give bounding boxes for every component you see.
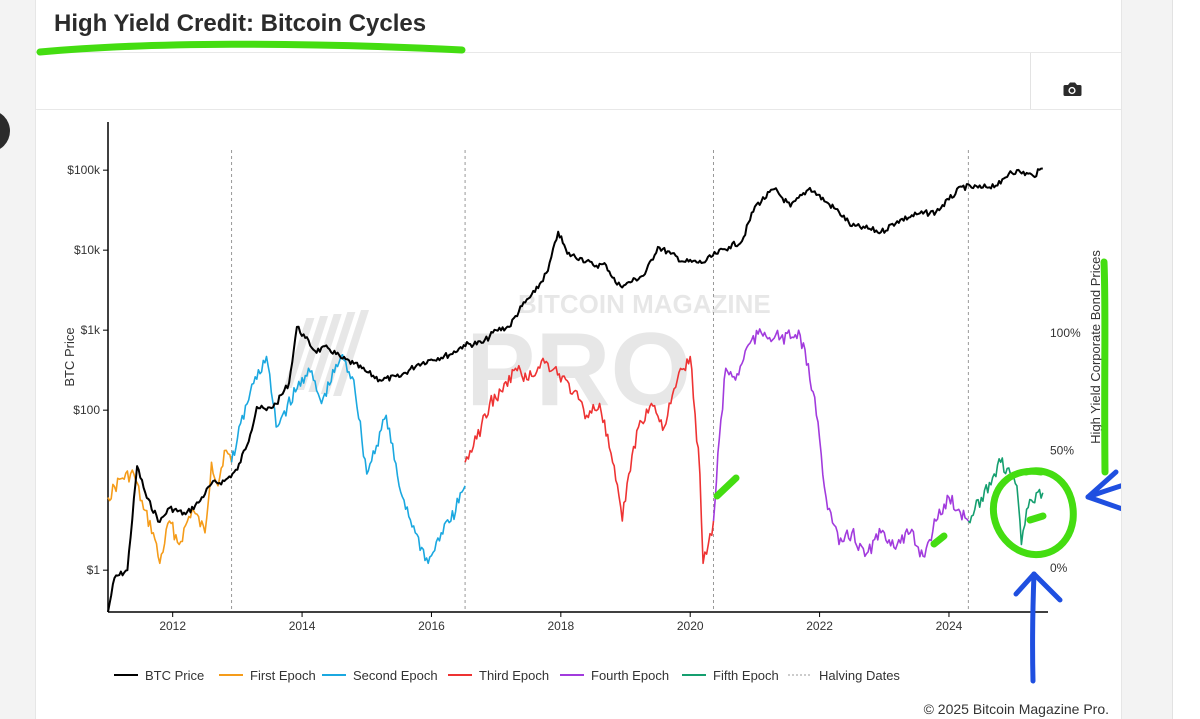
x-tick-label: 2020	[677, 619, 704, 633]
y-right-tick-label: 0%	[1050, 561, 1068, 575]
camera-icon	[1063, 82, 1082, 96]
legend-item-btc: BTC Price	[145, 668, 204, 683]
annotation-blue-arrow-horizontal	[1085, 483, 1121, 500]
legend-item-second: Second Epoch	[353, 668, 438, 683]
watermark-stripe	[308, 314, 342, 392]
annotation-green-underline-vertical	[1100, 258, 1109, 476]
watermark-main-text: PRO	[466, 312, 691, 428]
y-left-tick-label: $100	[73, 403, 100, 417]
series-third-epoch-line	[464, 355, 715, 565]
y-right-tick-label: 50%	[1050, 444, 1074, 458]
x-tick-label: 2018	[547, 619, 574, 633]
x-tick-label: 2016	[418, 619, 445, 633]
legend-item-third: Third Epoch	[479, 668, 549, 683]
y-left-tick-label: $100k	[67, 163, 101, 177]
header: High Yield Credit: Bitcoin Cycles	[36, 0, 1121, 53]
copyright-text: © 2025 Bitcoin Magazine Pro.	[923, 701, 1109, 717]
annotation-blue-arrowhead	[1013, 571, 1063, 603]
annotation-blue-arrow-vertical	[1030, 571, 1037, 684]
annotation-blue-arrowhead	[1085, 469, 1121, 512]
watermark-stripe	[333, 310, 370, 396]
y-left-tick-label: $1k	[81, 323, 101, 337]
series-fourth-epoch-line	[712, 328, 970, 558]
annotation-green-mark	[713, 474, 740, 500]
y-right-tick-label: 100%	[1050, 326, 1081, 340]
chart-toolbar	[36, 53, 1121, 110]
y-right-axis-label: High Yield Corporate Bond Prices	[1088, 250, 1103, 444]
legend-item-first: First Epoch	[250, 668, 316, 683]
legend-item-fifth: Fifth Epoch	[713, 668, 779, 683]
page-title: High Yield Credit: Bitcoin Cycles	[54, 10, 427, 37]
series-second-epoch-line	[230, 353, 466, 565]
chart-panel: High Yield Credit: Bitcoin Cycles BITCOI…	[35, 0, 1122, 719]
x-tick-label: 2022	[806, 619, 833, 633]
chart-area: BITCOIN MAGAZINE PRO 2012 2014 2016 2018 2020 2…	[36, 110, 1121, 719]
annotation-green-mark	[1026, 512, 1047, 524]
annotation-green-mark	[930, 532, 948, 548]
download-image-button[interactable]	[1061, 79, 1083, 99]
x-tick-label: 2014	[289, 619, 316, 633]
legend-item-fourth: Fourth Epoch	[591, 668, 669, 683]
series-btc-price-line	[107, 167, 1043, 613]
scrollbar-track[interactable]	[1172, 0, 1200, 719]
side-tab[interactable]	[0, 110, 10, 152]
series-first-epoch-line	[107, 449, 233, 565]
watermark-stripe	[296, 316, 329, 390]
y-left-tick-label: $10k	[74, 243, 101, 257]
toolbar-divider	[1030, 53, 1031, 109]
y-left-axis-label: BTC Price	[62, 327, 77, 386]
y-left-tick-label: $1	[87, 563, 101, 577]
annotation-green-circle	[989, 467, 1077, 558]
x-tick-label: 2012	[159, 619, 186, 633]
x-tick-label: 2024	[936, 619, 963, 633]
legend-item-halving: Halving Dates	[819, 668, 900, 683]
series-fifth-epoch-line	[967, 457, 1044, 546]
watermark-top-text: BITCOIN MAGAZINE	[518, 289, 771, 319]
